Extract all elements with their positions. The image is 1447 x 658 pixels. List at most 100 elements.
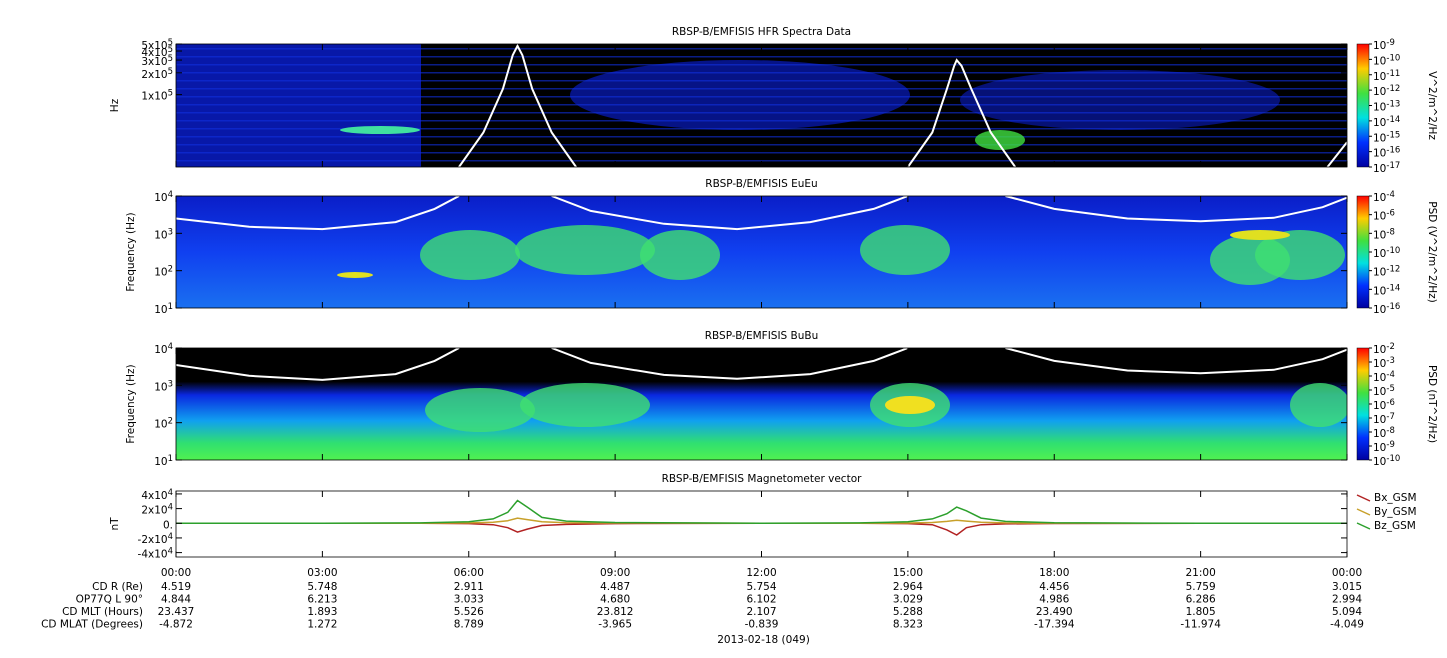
spectrogram-band bbox=[176, 152, 1347, 154]
ephemeris-value: 23.812 bbox=[597, 606, 634, 618]
colorbar-tick-label: 10-9 bbox=[1373, 38, 1395, 53]
date-label: 2013-02-18 (049) bbox=[717, 634, 810, 646]
y-tick-label: 102 bbox=[154, 264, 173, 279]
colorbar-label: PSD (nT^2/Hz) bbox=[1426, 365, 1438, 443]
spectrogram-band bbox=[176, 96, 1347, 98]
y-tick-label: -2x104 bbox=[138, 531, 173, 546]
colorbar-tick-label: 10-4 bbox=[1373, 370, 1395, 385]
spectrogram-region bbox=[425, 388, 535, 432]
y-tick-label: -4x104 bbox=[138, 546, 173, 561]
y-tick-label: 3x105 bbox=[141, 54, 173, 69]
ephemeris-value: 4.519 bbox=[161, 581, 191, 593]
spectrogram-region bbox=[860, 225, 950, 275]
overlay-line bbox=[458, 44, 1347, 167]
spectrogram-band bbox=[176, 128, 1347, 130]
ephemeris-value: 5.288 bbox=[893, 606, 923, 618]
colorbar-tick-label: 10-14 bbox=[1373, 283, 1400, 298]
colorbar bbox=[1356, 347, 1370, 461]
y-axis-label: Frequency (Hz) bbox=[125, 212, 137, 291]
ephemeris-value: 3.015 bbox=[1332, 581, 1362, 593]
y-tick-label: 4x105 bbox=[141, 45, 173, 60]
ephemeris-value: 4.844 bbox=[161, 594, 191, 606]
colorbar-tick-label: 10-10 bbox=[1373, 454, 1400, 469]
legend-swatch bbox=[1356, 508, 1371, 516]
colorbar-tick-label: 10-6 bbox=[1373, 398, 1395, 413]
plot-area bbox=[176, 196, 1347, 308]
ephemeris-label: CD MLT (Hours) bbox=[62, 606, 143, 618]
ephemeris-value: 2.911 bbox=[454, 581, 484, 593]
colorbar-tick-label: 10-12 bbox=[1373, 264, 1400, 279]
colorbar-tick-label: 10-15 bbox=[1373, 130, 1400, 145]
spectrogram-region bbox=[1210, 235, 1290, 285]
x-tick-label: 03:00 bbox=[307, 567, 337, 579]
ephemeris-value: 4.680 bbox=[600, 594, 630, 606]
colorbar-tick-label: 10-8 bbox=[1373, 227, 1395, 242]
spectrogram-band bbox=[176, 136, 1347, 138]
x-tick-label: 15:00 bbox=[893, 567, 923, 579]
ephemeris-value: 2.994 bbox=[1332, 594, 1362, 606]
panel-title: RBSP-B/EMFISIS EuEu bbox=[705, 178, 817, 190]
colorbar-tick-label: 10-16 bbox=[1373, 145, 1400, 160]
ephemeris-value: -11.974 bbox=[1180, 619, 1221, 631]
ephemeris-value: -4.872 bbox=[159, 619, 193, 631]
colorbar-tick-label: 10-16 bbox=[1373, 302, 1400, 317]
spectrogram-region bbox=[420, 230, 520, 280]
spectrogram-hotspot bbox=[340, 126, 420, 134]
colorbar bbox=[1356, 43, 1370, 168]
ephemeris-value: 3.029 bbox=[893, 594, 923, 606]
ephemeris-value: 5.748 bbox=[307, 581, 337, 593]
panel-title: RBSP-B/EMFISIS BuBu bbox=[705, 330, 819, 342]
ephemeris-value: -17.394 bbox=[1034, 619, 1075, 631]
series-line bbox=[176, 499, 1347, 525]
ephemeris-value: 5.094 bbox=[1332, 606, 1362, 618]
spectrogram-band bbox=[176, 160, 1347, 162]
plot-area bbox=[176, 44, 1347, 170]
ephemeris-value: -4.049 bbox=[1330, 619, 1364, 631]
spectrogram-band bbox=[176, 88, 1347, 90]
series-line bbox=[176, 522, 1347, 536]
plot-area bbox=[176, 348, 1347, 460]
spectrogram-hotspot bbox=[337, 272, 373, 278]
ephemeris-value: 4.487 bbox=[600, 581, 630, 593]
plot-area bbox=[176, 499, 1347, 536]
x-tick-label: 18:00 bbox=[1039, 567, 1069, 579]
y-tick-label: 4x104 bbox=[141, 487, 173, 502]
ephemeris-value: 5.526 bbox=[454, 606, 484, 618]
y-tick-label: 5x105 bbox=[141, 38, 173, 53]
spectrogram-background bbox=[176, 348, 1347, 460]
ephemeris-value: 5.754 bbox=[746, 581, 776, 593]
colorbar-tick-label: 10-5 bbox=[1373, 384, 1395, 399]
spectrogram-hotspot bbox=[1230, 230, 1290, 240]
x-tick-label: 09:00 bbox=[600, 567, 630, 579]
spectrogram-region bbox=[1290, 383, 1347, 427]
spectrogram-background bbox=[176, 196, 1347, 308]
overlay-line bbox=[176, 196, 1347, 231]
spectrogram-hotspot bbox=[975, 130, 1025, 150]
y-axis-label: Frequency (Hz) bbox=[125, 364, 137, 443]
colorbar-tick-label: 10-14 bbox=[1373, 114, 1400, 129]
colorbar-tick-label: 10-3 bbox=[1373, 356, 1395, 371]
spectrogram-band bbox=[176, 168, 1347, 170]
colorbar-tick-label: 10-8 bbox=[1373, 426, 1395, 441]
spectrogram-region bbox=[515, 225, 655, 275]
spectrogram-band bbox=[176, 64, 1347, 66]
y-axis-label: Hz bbox=[109, 98, 121, 112]
y-tick-label: 2x105 bbox=[141, 66, 173, 81]
spectrogram-band bbox=[176, 56, 1347, 58]
spectrogram-region bbox=[960, 70, 1280, 130]
legend-label: By_GSM bbox=[1374, 506, 1417, 518]
ephemeris-label: OP77Q L 90° bbox=[76, 594, 143, 606]
colorbar-tick-label: 10-17 bbox=[1373, 161, 1400, 176]
spectrogram-band bbox=[176, 80, 1347, 82]
legend-label: Bx_GSM bbox=[1374, 492, 1417, 504]
ephemeris-value: 8.323 bbox=[893, 619, 923, 631]
overlay-line bbox=[176, 348, 1347, 381]
y-tick-label: 101 bbox=[154, 454, 173, 469]
colorbar-tick-label: 10-9 bbox=[1373, 440, 1395, 455]
spectrogram-hotspot bbox=[885, 396, 935, 414]
ephemeris-label: CD R (Re) bbox=[92, 581, 143, 593]
legend-swatch bbox=[1356, 494, 1371, 502]
ephemeris-value: 23.490 bbox=[1036, 606, 1073, 618]
panel-title: RBSP-B/EMFISIS Magnetometer vector bbox=[662, 473, 863, 485]
